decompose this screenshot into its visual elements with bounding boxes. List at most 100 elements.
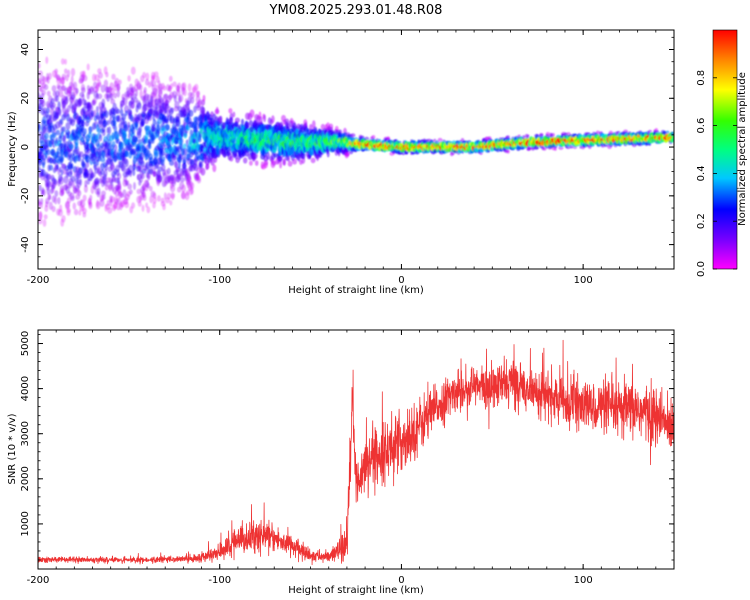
heatmap-cell xyxy=(146,94,152,100)
heatmap-cell xyxy=(89,87,95,95)
heatmap-cell xyxy=(128,164,134,173)
heatmap-cell xyxy=(163,192,167,200)
heatmap-cell xyxy=(74,138,79,146)
heatmap-cell xyxy=(82,194,87,202)
heatmap-cell xyxy=(66,197,72,204)
heatmap-cell xyxy=(70,94,76,100)
heatmap-cell xyxy=(106,119,110,126)
heatmap-cell xyxy=(156,195,161,202)
heatmap-cell xyxy=(100,169,105,176)
heatmap-cell xyxy=(70,68,76,77)
heatmap-cell xyxy=(152,75,156,81)
heatmap-cell xyxy=(40,198,44,205)
heatmap-cell xyxy=(79,178,83,186)
heatmap-cell xyxy=(81,87,86,94)
y-tick-label: 20 xyxy=(20,92,31,105)
heatmap-cell xyxy=(117,172,122,180)
heatmap-cell xyxy=(123,124,128,133)
heatmap-cell xyxy=(46,180,52,189)
heatmap-cell xyxy=(152,119,157,126)
heatmap-cell xyxy=(137,201,142,207)
heatmap-cell xyxy=(121,132,127,139)
heatmap-cell xyxy=(63,169,67,175)
colorbar-tick-label: 0.6 xyxy=(696,118,707,134)
heatmap-cell xyxy=(176,172,181,180)
heatmap-cell xyxy=(147,125,151,132)
heatmap-cell xyxy=(86,63,90,71)
heatmap-cell xyxy=(188,109,194,117)
heatmap-cell xyxy=(41,189,46,196)
heatmap-cell xyxy=(178,94,184,103)
heatmap-cell xyxy=(102,129,106,137)
heatmap-cell xyxy=(214,108,220,115)
heatmap-cell xyxy=(145,72,150,81)
heatmap-cell xyxy=(43,214,48,220)
heatmap-cell xyxy=(124,158,129,168)
heatmap-cell xyxy=(51,205,56,213)
heatmap-cell xyxy=(97,93,103,100)
heatmap-cell xyxy=(184,192,190,201)
heatmap-cell xyxy=(136,102,142,110)
heatmap-cell xyxy=(82,106,87,114)
heatmap-cell xyxy=(72,81,78,90)
heatmap-cell xyxy=(134,136,138,143)
heatmap-cell xyxy=(38,218,43,225)
heatmap-cell xyxy=(553,146,557,151)
heatmap-cell xyxy=(42,219,47,227)
heatmap-cell xyxy=(81,119,85,127)
heatmap-cell xyxy=(45,56,49,64)
heatmap-cell xyxy=(350,133,356,138)
heatmap-cell xyxy=(127,75,131,82)
heatmap-cell xyxy=(249,120,253,126)
heatmap-cell xyxy=(160,107,164,114)
heatmap-cell xyxy=(59,118,64,125)
heatmap-cell xyxy=(102,173,107,181)
heatmap-cell xyxy=(95,201,101,210)
heatmap-cell xyxy=(310,157,316,164)
heatmap-cell xyxy=(258,116,263,125)
heatmap-cell xyxy=(55,129,60,136)
heatmap-cell xyxy=(202,94,206,102)
heatmap-cell xyxy=(182,148,188,157)
heatmap-cell xyxy=(38,166,41,172)
heatmap-cell xyxy=(142,194,147,201)
colorbar-tick-label: 0.2 xyxy=(696,213,707,229)
heatmap-cell xyxy=(273,151,277,158)
heatmap-cell xyxy=(234,117,240,123)
heatmap-cell xyxy=(110,164,116,172)
heatmap-cell xyxy=(89,194,93,201)
colorbar: 0.00.20.40.60.8 Normalized spectral ampl… xyxy=(696,29,748,277)
heatmap-cell xyxy=(140,118,145,127)
heatmap-cell xyxy=(131,202,136,209)
heatmap-cell xyxy=(179,137,184,146)
heatmap-cell xyxy=(132,168,136,176)
heatmap-cell xyxy=(176,116,181,123)
heatmap-cell xyxy=(73,208,79,216)
heatmap-cell xyxy=(38,184,42,192)
heatmap-cell xyxy=(161,156,166,162)
heatmap-cell xyxy=(42,76,46,83)
heatmap-cell xyxy=(170,83,174,90)
heatmap-cell xyxy=(75,87,79,94)
heatmap-cell xyxy=(199,161,204,169)
heatmap-cell xyxy=(108,126,112,135)
heatmap-cell xyxy=(182,143,187,150)
heatmap-cell xyxy=(70,75,74,84)
heatmap-cell xyxy=(55,164,59,170)
heatmap-cell xyxy=(287,160,293,167)
heatmap-cell xyxy=(115,198,119,206)
heatmap-cell xyxy=(84,179,88,188)
heatmap-cell xyxy=(72,202,77,210)
heatmap-cell xyxy=(83,184,88,193)
heatmap-cell xyxy=(46,90,51,97)
heatmap-cell xyxy=(53,178,58,185)
heatmap-cell xyxy=(196,90,201,97)
heatmap-cell xyxy=(278,155,283,162)
heatmap-cell xyxy=(180,177,185,183)
heatmap-cell xyxy=(263,114,266,123)
heatmap-cell xyxy=(107,207,113,214)
heatmap-cell xyxy=(130,98,135,105)
heatmap-cell xyxy=(61,188,65,195)
heatmap-cell xyxy=(181,184,187,193)
